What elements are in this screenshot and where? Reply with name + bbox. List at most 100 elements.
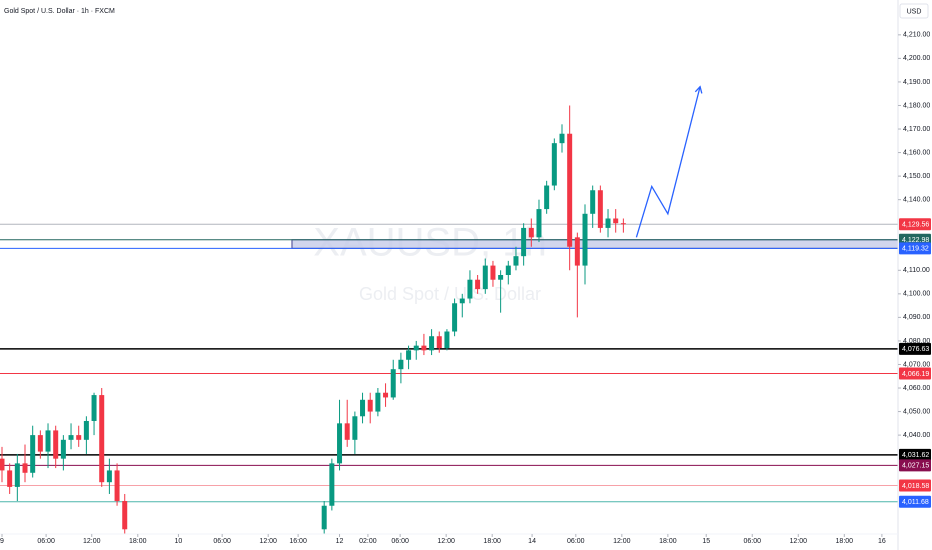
watermark-subtitle: Gold Spot / U.S. Dollar xyxy=(359,284,541,304)
candle-body xyxy=(367,399,373,412)
candle-body xyxy=(605,218,611,228)
candle-body xyxy=(551,143,557,186)
candle-body xyxy=(613,218,619,224)
candle-body xyxy=(14,463,20,487)
candle-body xyxy=(106,470,112,483)
candle-body xyxy=(482,265,488,290)
price-level-label-box xyxy=(899,367,931,380)
candle-body xyxy=(45,430,51,452)
candle-body xyxy=(421,345,427,351)
candle-body xyxy=(37,435,43,452)
candle-body xyxy=(352,416,358,440)
chart-title: Gold Spot / U.S. Dollar · 1h · FXCM xyxy=(4,8,115,15)
y-tick-label: 4,100.00 xyxy=(903,291,930,298)
price-level-label-box xyxy=(899,342,931,355)
price-level-label: 4,119.32 xyxy=(902,246,929,253)
candle-body xyxy=(452,303,458,332)
candle-body xyxy=(22,463,28,473)
candle-body xyxy=(620,223,626,225)
x-tick-label: 15 xyxy=(702,538,710,545)
currency-box xyxy=(899,3,929,19)
x-tick-label: 18:00 xyxy=(129,538,147,545)
candle-body xyxy=(597,190,603,228)
y-tick-label: 4,210.00 xyxy=(903,32,930,39)
x-tick-label: 12:00 xyxy=(83,538,101,545)
candle-body xyxy=(590,190,596,214)
candle-body xyxy=(459,298,465,304)
candle-body xyxy=(329,463,335,506)
x-tick-label: 18:00 xyxy=(836,538,854,545)
candle-body xyxy=(513,256,519,266)
candle-body xyxy=(505,265,511,276)
candle-body xyxy=(429,336,435,351)
x-tick-label: 12:00 xyxy=(437,538,455,545)
y-tick-label: 4,110.00 xyxy=(903,267,930,274)
x-tick-label: 12:00 xyxy=(790,538,808,545)
price-level-label-box xyxy=(899,218,931,231)
price-level-label: 4,129.56 xyxy=(902,222,929,229)
x-tick-label: 12:00 xyxy=(613,538,631,545)
candle-body xyxy=(498,275,504,280)
candle-body xyxy=(7,470,13,487)
x-tick-label: 06:00 xyxy=(567,538,585,545)
projection-path xyxy=(635,86,701,238)
candle-body xyxy=(398,359,404,370)
price-level-label: 4,066.19 xyxy=(902,371,929,378)
support-zone xyxy=(291,239,899,249)
x-tick-label: 14 xyxy=(528,538,536,545)
candle-body xyxy=(559,133,565,144)
candle-body xyxy=(390,369,396,398)
candle-body xyxy=(344,423,350,440)
price-level-label-box xyxy=(899,448,931,461)
price-level-label-box xyxy=(899,459,931,472)
candle-body xyxy=(99,395,105,483)
candle-body xyxy=(60,439,66,459)
candle-body xyxy=(375,392,381,412)
candle-body xyxy=(582,213,588,266)
candle-body xyxy=(114,470,120,502)
x-tick-label: 06:00 xyxy=(37,538,55,545)
x-tick-label: 16:00 xyxy=(289,538,307,545)
y-tick-label: 4,190.00 xyxy=(903,79,930,86)
candle-body xyxy=(76,435,82,440)
candle-body xyxy=(444,331,450,348)
y-tick-label: 4,180.00 xyxy=(903,102,930,109)
currency-label: USD xyxy=(907,8,922,15)
candle-body xyxy=(337,423,343,464)
y-tick-label: 4,170.00 xyxy=(903,126,930,133)
y-tick-label: 4,140.00 xyxy=(903,197,930,204)
y-tick-label: 4,040.00 xyxy=(903,432,930,439)
x-tick-label: 16 xyxy=(878,538,886,545)
candle-body xyxy=(544,185,550,210)
projection-arrowhead xyxy=(694,85,703,94)
price-level-label: 4,018.58 xyxy=(902,483,929,490)
candle-body xyxy=(406,350,412,360)
x-tick-label: 02:00 xyxy=(359,538,377,545)
price-level-label-box xyxy=(899,495,931,508)
candle-body xyxy=(467,279,473,299)
x-tick-label: 10 xyxy=(175,538,183,545)
candle-body xyxy=(30,435,36,473)
price-level-label: 4,031.62 xyxy=(902,452,929,459)
plot xyxy=(0,85,899,534)
price-level-label: 4,076.63 xyxy=(902,346,929,353)
x-tick-label: 12:00 xyxy=(259,538,277,545)
x-tick-label: 06:00 xyxy=(213,538,231,545)
y-tick-label: 4,090.00 xyxy=(903,314,930,321)
y-tick-label: 4,200.00 xyxy=(903,55,930,62)
candle-body xyxy=(475,279,481,290)
candle-body xyxy=(521,227,527,257)
candle-body xyxy=(574,237,580,266)
x-tick-label: 9 xyxy=(0,538,4,545)
candle-body xyxy=(567,133,573,247)
price-level-label-box xyxy=(899,479,931,492)
y-tick-label: 4,060.00 xyxy=(903,385,930,392)
candle-body xyxy=(490,265,496,280)
candle-body xyxy=(360,399,366,417)
price-level-label: 4,122.98 xyxy=(902,237,929,244)
candle-body xyxy=(383,392,389,398)
candle-body xyxy=(436,336,442,348)
candle-body xyxy=(0,458,5,471)
